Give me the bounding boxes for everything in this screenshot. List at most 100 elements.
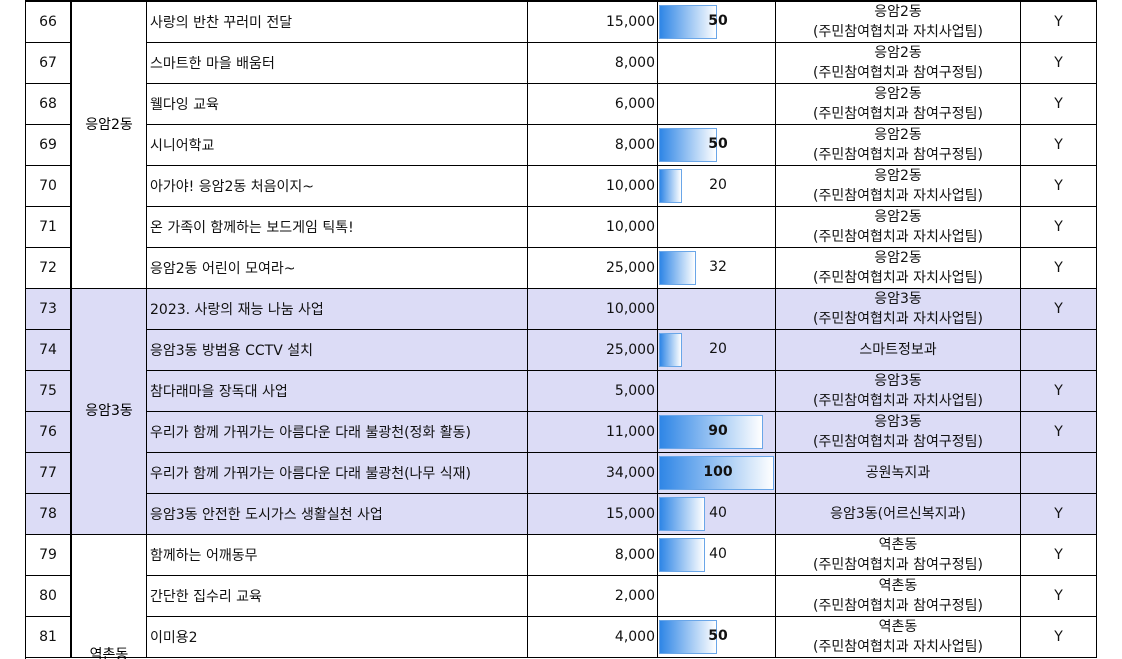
data-bar: [659, 128, 717, 162]
score-cell: 50: [658, 125, 776, 166]
score: 50: [708, 136, 728, 152]
project-name: 응암2동 어린이 모여라~: [147, 248, 528, 289]
department: 스마트정보과: [776, 330, 1021, 371]
department: 응암3동 (주민참여협치과 자치사업팀): [776, 289, 1021, 330]
amount: 10,000: [528, 166, 658, 207]
amount: 11,000: [528, 412, 658, 453]
project-name: 시니어학교: [147, 125, 528, 166]
score: 100: [703, 464, 733, 480]
flag: Y: [1021, 494, 1097, 535]
row-number: 78: [26, 494, 71, 535]
amount: 8,000: [528, 43, 658, 84]
data-bar: [659, 333, 682, 367]
row-number: 81: [26, 617, 71, 658]
score-cell: [658, 207, 776, 248]
flag: Y: [1021, 125, 1097, 166]
project-name: 온 가족이 함께하는 보드게임 틱톡!: [147, 207, 528, 248]
data-bar: [659, 415, 763, 449]
score-cell: 20: [658, 166, 776, 207]
group-cell: [71, 289, 147, 535]
flag: Y: [1021, 43, 1097, 84]
flag: Y: [1021, 617, 1097, 658]
amount: 25,000: [528, 330, 658, 371]
amount: 34,000: [528, 453, 658, 494]
group-label: 응암3동: [85, 403, 133, 419]
data-bar: [659, 620, 717, 654]
data-bar: [659, 456, 774, 490]
department: 응암2동 (주민참여협치과 자치사업팀): [776, 2, 1021, 43]
amount: 4,000: [528, 617, 658, 658]
score-cell: [658, 576, 776, 617]
project-name: 웰다잉 교육: [147, 84, 528, 125]
score-cell: 40: [658, 535, 776, 576]
department: 응암2동 (주민참여협치과 참여구정팀): [776, 43, 1021, 84]
project-name: 아가야! 응암2동 처음이지~: [147, 166, 528, 207]
data-bar: [659, 538, 705, 572]
data-bar: [659, 5, 717, 39]
project-name: 이미용2: [147, 617, 528, 658]
score: 20: [709, 341, 727, 357]
score-cell: [658, 371, 776, 412]
data-bar: [659, 497, 705, 531]
score: 50: [708, 628, 728, 644]
flag: [1021, 453, 1097, 494]
amount: 10,000: [528, 289, 658, 330]
score-cell: 20: [658, 330, 776, 371]
flag: Y: [1021, 412, 1097, 453]
row-number: 71: [26, 207, 71, 248]
amount: 5,000: [528, 371, 658, 412]
score: 90: [708, 423, 728, 439]
score-cell: [658, 84, 776, 125]
row-number: 75: [26, 371, 71, 412]
row-number: 79: [26, 535, 71, 576]
flag: Y: [1021, 248, 1097, 289]
project-name: 응암3동 안전한 도시가스 생활실천 사업: [147, 494, 528, 535]
data-bar: [659, 169, 682, 203]
group-cell: [71, 2, 147, 289]
score: 20: [709, 177, 727, 193]
row-number: 76: [26, 412, 71, 453]
row-number: 72: [26, 248, 71, 289]
score-cell: 90: [658, 412, 776, 453]
department: 응암3동 (주민참여협치과 자치사업팀): [776, 371, 1021, 412]
group-cell: [71, 535, 147, 658]
project-name: 스마트한 마을 배움터: [147, 43, 528, 84]
border: [25, 0, 26, 659]
department: 공원녹지과: [776, 453, 1021, 494]
project-name: 2023. 사랑의 재능 나눔 사업: [147, 289, 528, 330]
flag: Y: [1021, 166, 1097, 207]
department: 응암2동 (주민참여협치과 자치사업팀): [776, 207, 1021, 248]
data-bar: [659, 251, 696, 285]
group-label: 역촌동: [89, 647, 129, 659]
score: 32: [709, 259, 727, 275]
project-name: 우리가 함께 가꿔가는 아름다운 다래 불광천(나무 식재): [147, 453, 528, 494]
project-name: 우리가 함께 가꿔가는 아름다운 다래 불광천(정화 활동): [147, 412, 528, 453]
department: 응암2동 (주민참여협치과 자치사업팀): [776, 166, 1021, 207]
score-cell: 40: [658, 494, 776, 535]
department: 응암2동 (주민참여협치과 참여구정팀): [776, 125, 1021, 166]
project-name: 간단한 집수리 교육: [147, 576, 528, 617]
score-cell: 50: [658, 2, 776, 43]
row-number: 69: [26, 125, 71, 166]
row-number: 80: [26, 576, 71, 617]
amount: 10,000: [528, 207, 658, 248]
row-number: 66: [26, 2, 71, 43]
department: 역촌동 (주민참여협치과 참여구정팀): [776, 535, 1021, 576]
group-label: 응암2동: [85, 117, 133, 133]
score: 40: [709, 546, 727, 562]
flag: Y: [1021, 371, 1097, 412]
flag: Y: [1021, 207, 1097, 248]
border: [26, 0, 1097, 2]
row-number: 74: [26, 330, 71, 371]
row-number: 68: [26, 84, 71, 125]
project-name: 함께하는 어깨동무: [147, 535, 528, 576]
score-cell: [658, 43, 776, 84]
row-number: 70: [26, 166, 71, 207]
flag: [1021, 330, 1097, 371]
score: 40: [709, 505, 727, 521]
score-cell: [658, 289, 776, 330]
flag: Y: [1021, 84, 1097, 125]
row-number: 77: [26, 453, 71, 494]
amount: 15,000: [528, 494, 658, 535]
